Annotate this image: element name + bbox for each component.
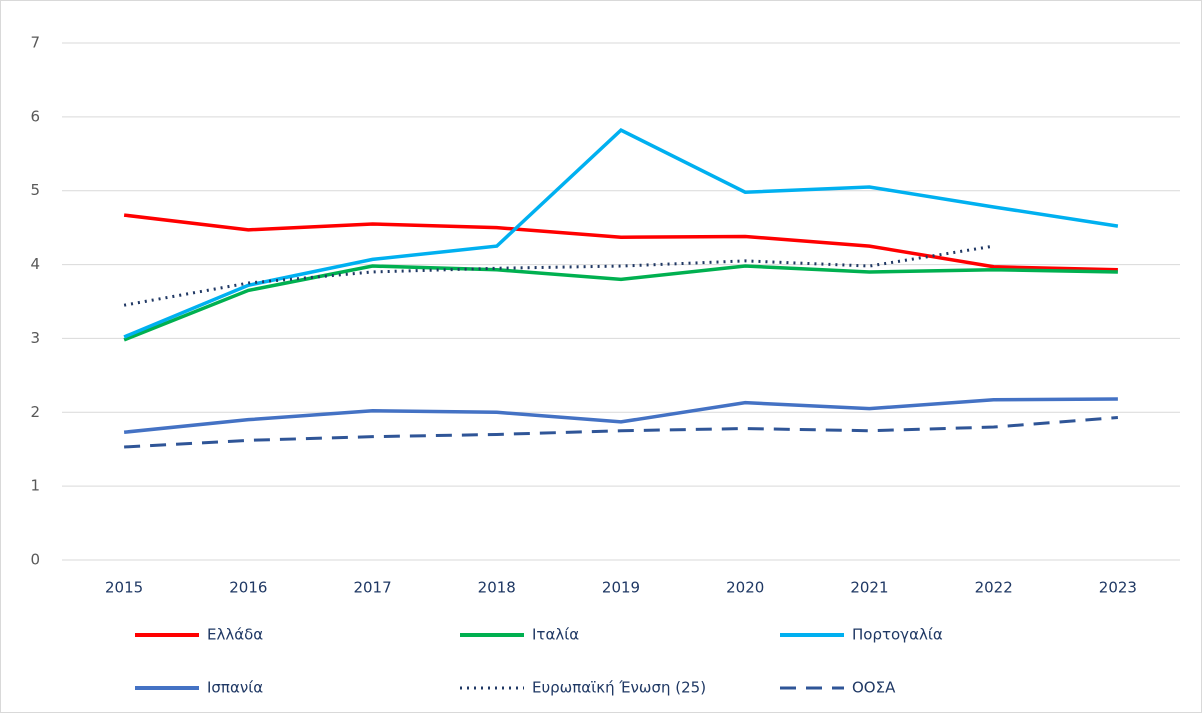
y-tick-label: 4 — [30, 255, 40, 273]
legend-label: Ιταλία — [532, 626, 579, 644]
legend-label: Πορτογαλία — [852, 626, 943, 644]
x-tick-label: 2017 — [353, 579, 391, 597]
x-tick-label: 2019 — [602, 579, 640, 597]
legend-label: Ελλάδα — [207, 626, 263, 644]
x-tick-label: 2020 — [726, 579, 764, 597]
x-tick-label: 2021 — [850, 579, 888, 597]
series-line — [124, 415, 1119, 449]
x-tick-label: 2022 — [975, 579, 1013, 597]
x-tick-label: 2015 — [105, 579, 143, 597]
y-tick-label: 2 — [30, 403, 40, 421]
y-tick-label: 7 — [30, 34, 40, 52]
series-line — [123, 264, 1118, 342]
y-tick-label: 1 — [30, 477, 40, 495]
legend-label: ΟΟΣΑ — [852, 679, 896, 697]
y-tick-label: 3 — [30, 329, 40, 347]
series-line — [123, 213, 1118, 272]
y-tick-label: 5 — [30, 181, 40, 199]
x-tick-label: 2016 — [229, 579, 267, 597]
legend-label: Ευρωπαϊκή Ένωση (25) — [532, 679, 706, 697]
x-tick-label: 2023 — [1099, 579, 1137, 597]
series-line — [123, 397, 1118, 434]
x-tick-label: 2018 — [478, 579, 516, 597]
series-line — [123, 128, 1119, 339]
y-tick-label: 0 — [30, 551, 40, 569]
legend-label: Ισπανία — [207, 679, 263, 697]
y-tick-label: 6 — [30, 107, 40, 125]
